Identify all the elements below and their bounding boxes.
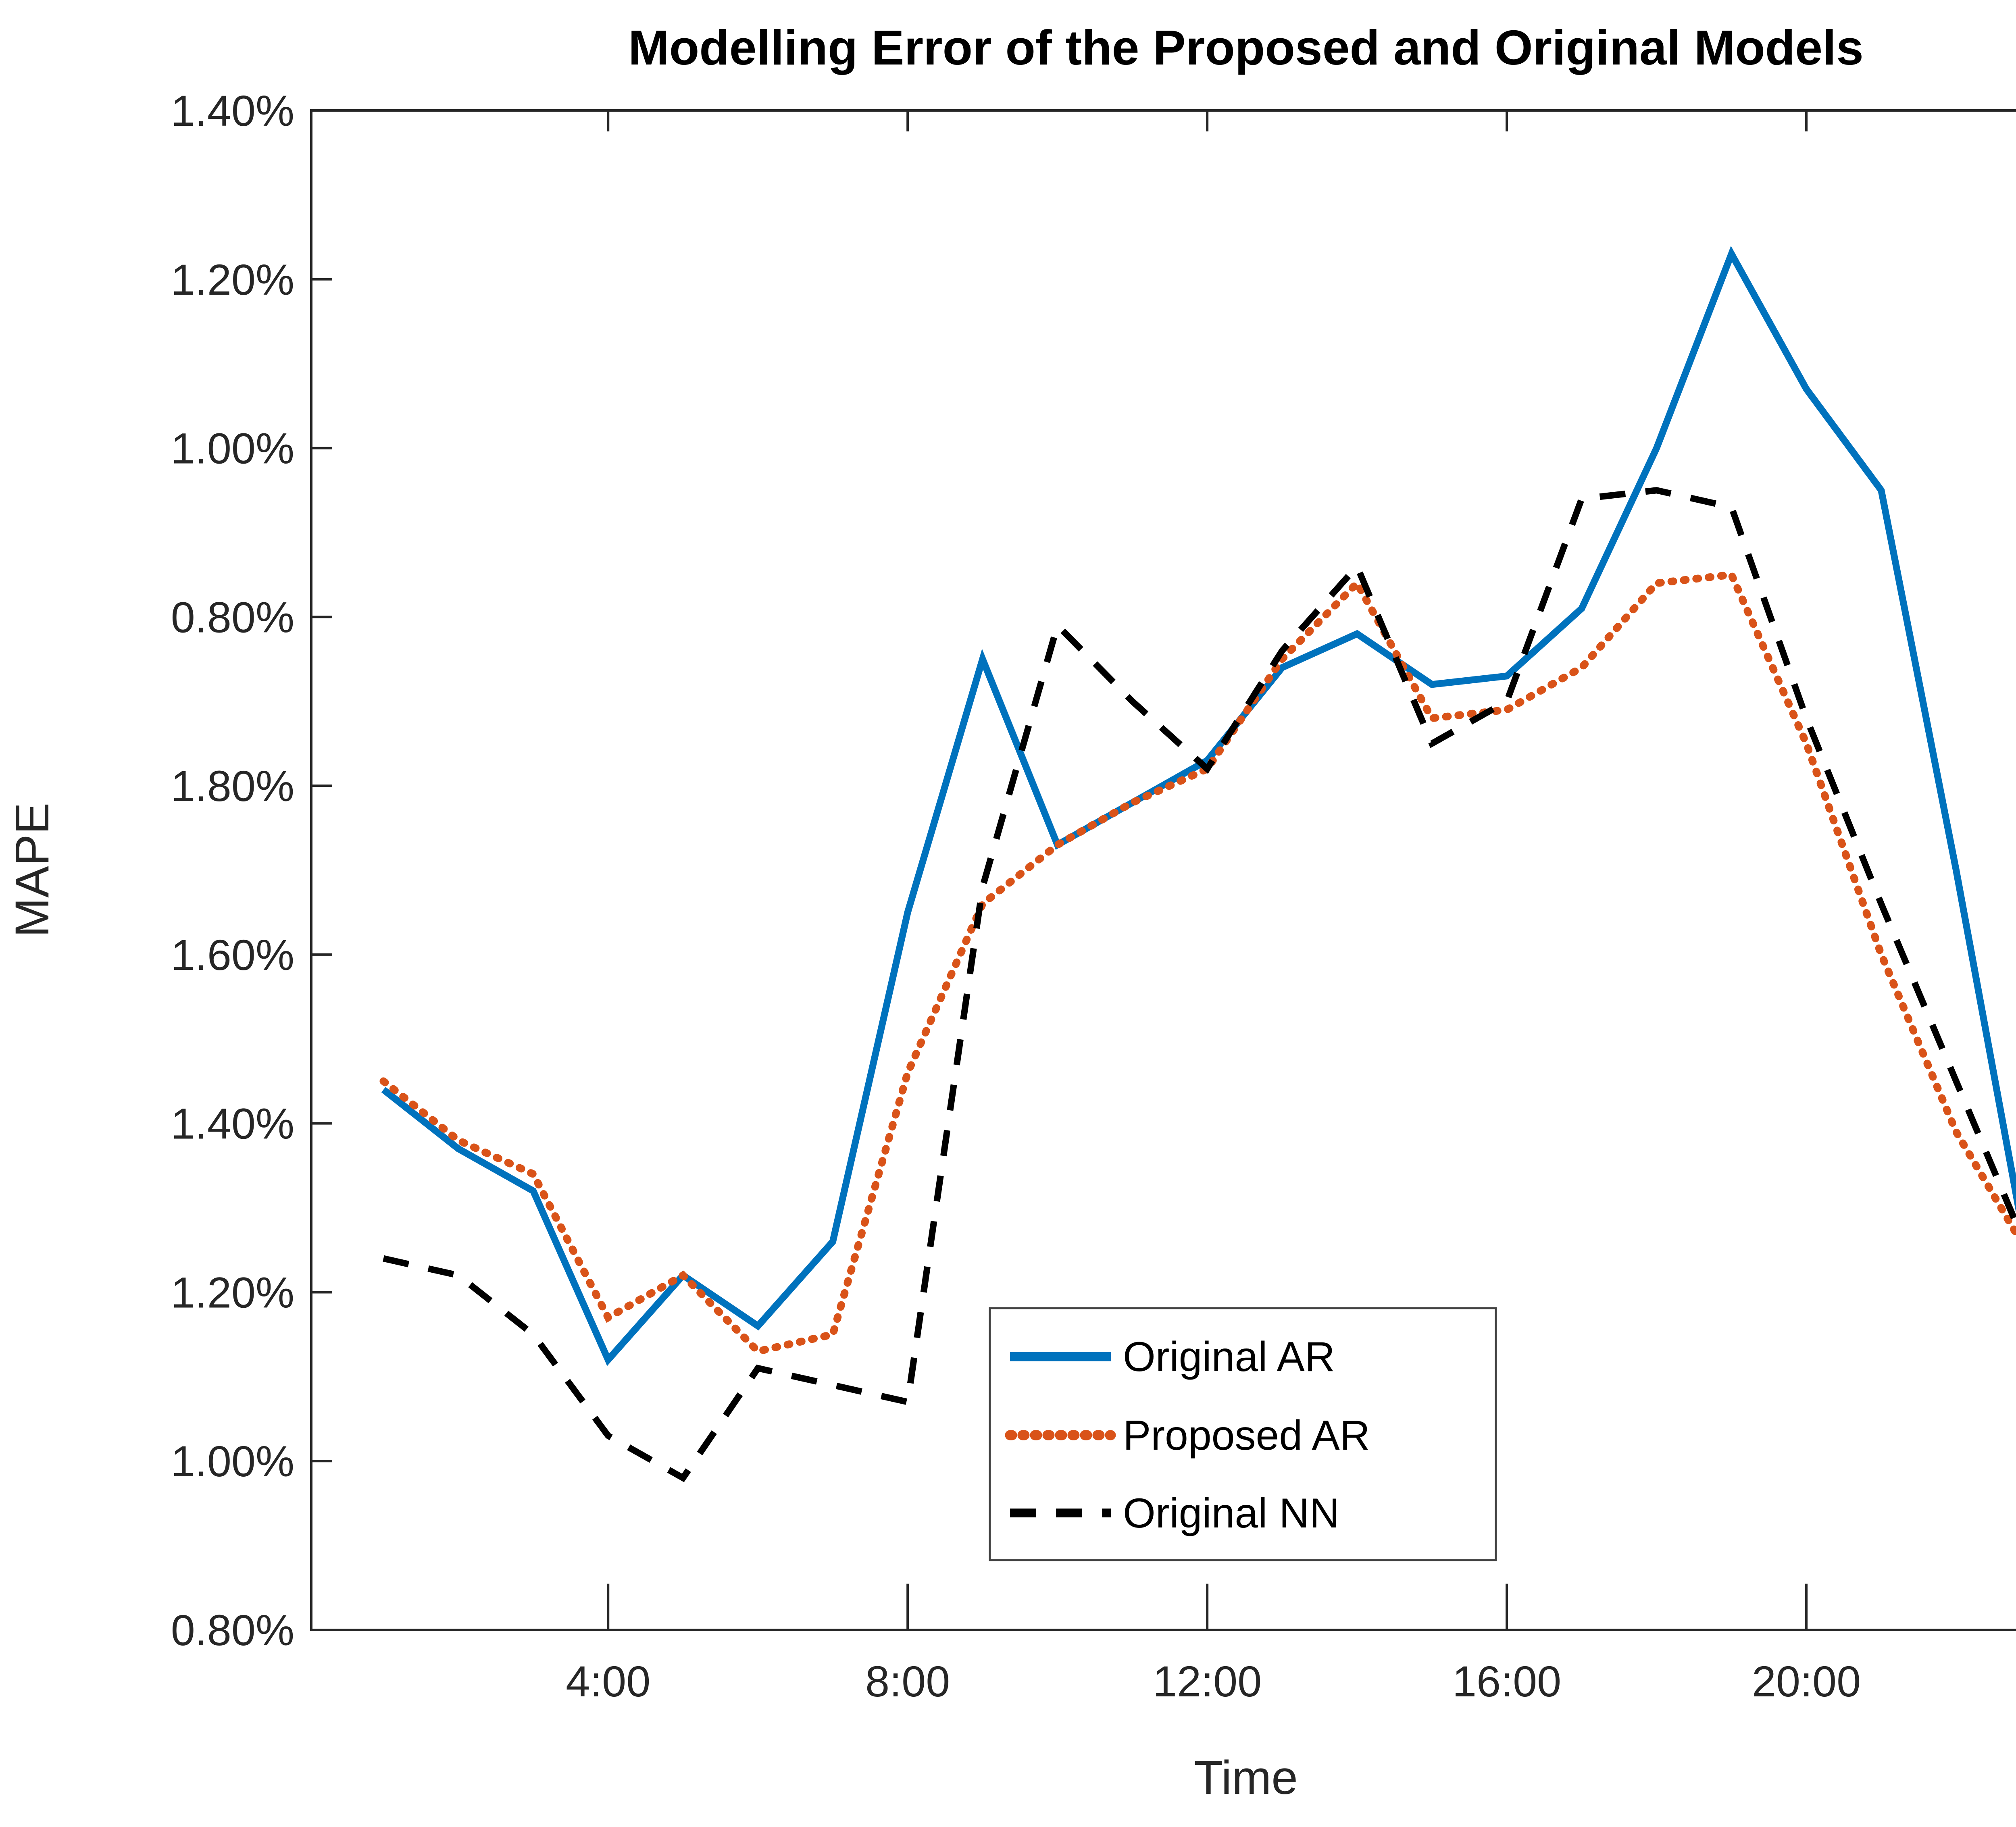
x-axis-label: Time [1194, 1751, 1298, 1804]
x-tick-label: 12:00 [1153, 1657, 1262, 1706]
x-tick-label: 8:00 [865, 1657, 950, 1706]
legend-label: Original NN [1123, 1490, 1339, 1537]
y-axis-label: MAPE [6, 803, 59, 937]
x-tick-label: 16:00 [1452, 1657, 1561, 1706]
y-tick-label: 1.80% [171, 762, 294, 810]
y-axis-ticks: 1.40% 1.20% 1.00% 0.80% 1.80% 1.60% 1.40% 1.20%… [171, 86, 332, 1654]
y-tick-label: 1.60% [171, 930, 294, 979]
y-tick-label: 1.40% [171, 86, 294, 135]
series-line-original-nn [383, 487, 2016, 1482]
chart-title: Modelling Error of the Proposed and Orig… [628, 20, 1864, 75]
y-tick-label: 1.00% [171, 424, 294, 473]
y-tick-label: 0.80% [171, 1606, 294, 1654]
legend-label: Original AR [1123, 1334, 1335, 1380]
series-line-original-ar [381, 246, 2016, 1366]
x-tick-label: 20:00 [1752, 1657, 1861, 1706]
data-series-lines [379, 246, 2016, 1482]
y-tick-label: 1.40% [171, 1099, 294, 1148]
y-tick-label: 1.20% [171, 1268, 294, 1317]
y-tick-label: 1.20% [171, 255, 294, 304]
legend: Original AR Proposed AR Original NN [989, 1307, 1497, 1561]
x-tick-label: 4:00 [566, 1657, 650, 1706]
legend-label: Proposed AR [1123, 1412, 1370, 1459]
series-line-proposed-ar [379, 570, 2016, 1356]
y-tick-label: 0.80% [171, 593, 294, 641]
plot-border-box [310, 109, 2016, 1631]
y-tick-label: 1.00% [171, 1437, 294, 1486]
